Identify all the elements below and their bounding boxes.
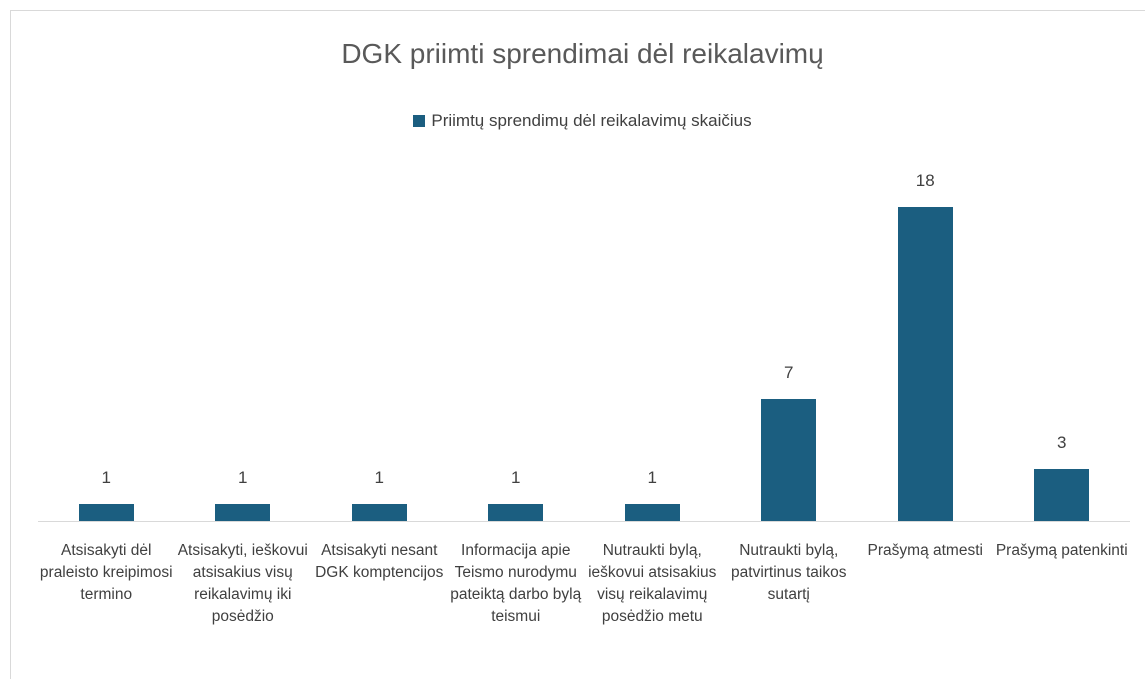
x-tick-label: Atsisakyti nesant DGK komptencijos: [315, 542, 444, 581]
x-tick-label: Informacija apie Teismo nurodymu pateikt…: [450, 542, 582, 625]
bar: [624, 503, 680, 521]
value-label: 1: [374, 467, 384, 487]
legend: Priimtų sprendimų dėl reikalavimų skaiči…: [0, 111, 1145, 131]
value-label: 7: [784, 362, 794, 382]
chart-title: DGK priimti sprendimai dėl reikalavimų: [341, 38, 824, 69]
value-label: 1: [511, 467, 521, 487]
x-tick-label: Prašymą atmesti: [867, 542, 983, 559]
chart-frame: [10, 10, 1145, 679]
value-label: 1: [647, 467, 657, 487]
bar: [1034, 468, 1090, 521]
x-tick-label: Nutraukti bylą, patvirtinus taikos sutar…: [731, 542, 847, 603]
value-label: 1: [101, 467, 111, 487]
value-label: 3: [1057, 432, 1067, 452]
x-tick-label: Prašymą patenkinti: [995, 542, 1128, 559]
bar: [897, 207, 953, 521]
value-label: 1: [238, 467, 248, 487]
legend-label: Priimtų sprendimų dėl reikalavimų skaiči…: [431, 111, 752, 130]
bar: [351, 503, 407, 521]
x-tick-label: Nutraukti bylą, ieškovui atsisakius visų…: [588, 542, 717, 625]
bar: [488, 503, 544, 521]
legend-swatch: [413, 115, 426, 127]
value-label: 18: [915, 171, 935, 190]
x-tick-label: Atsisakyti, ieškovui atsisakius visų rei…: [177, 542, 308, 625]
bar: [761, 398, 817, 521]
x-axis: [38, 521, 1130, 522]
bar: [78, 503, 134, 521]
bar: [215, 503, 271, 521]
x-tick-label: Atsisakyti dėl praleisto kreipimosi term…: [39, 542, 173, 603]
